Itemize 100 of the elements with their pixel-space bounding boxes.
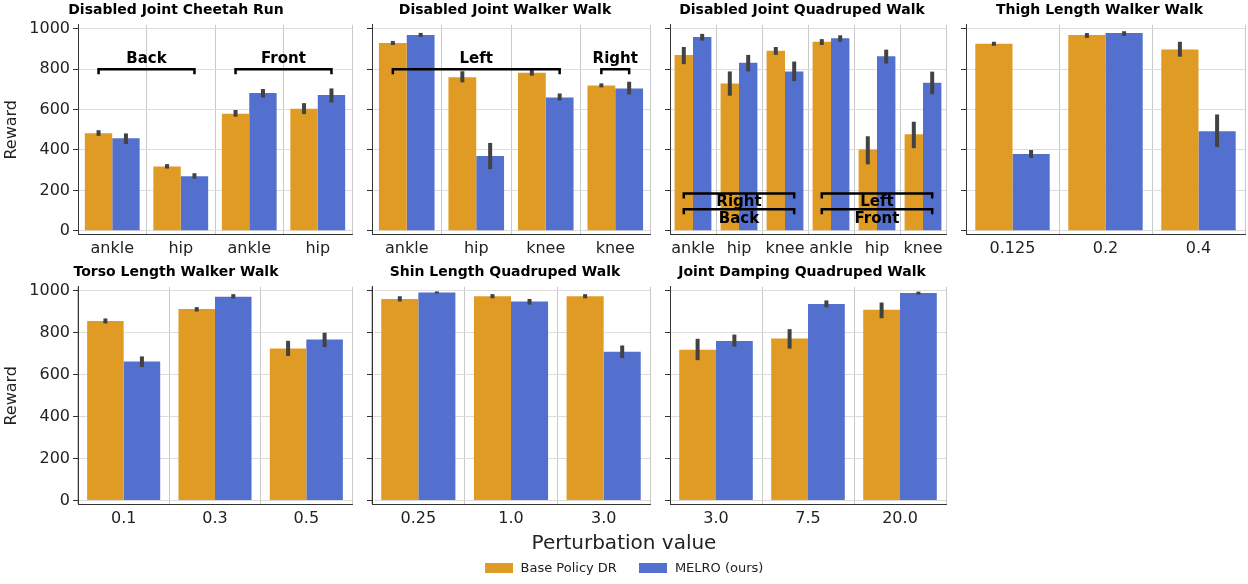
annotation: Right <box>592 49 638 68</box>
chart-title: Disabled Joint Cheetah Run <box>68 1 284 18</box>
y-tick-label: 1000 <box>29 280 70 300</box>
x-tick-label: 3.0 <box>703 507 729 527</box>
x-tick-label: 0.2 <box>1092 237 1119 257</box>
annotation: Right <box>716 192 762 211</box>
x-tick-label: knee <box>526 237 566 257</box>
bar <box>511 301 549 501</box>
bar <box>615 88 644 231</box>
bar <box>831 38 850 231</box>
x-tick-label: 0.5 <box>293 507 320 527</box>
bar <box>406 34 435 231</box>
chart-title: Shin Length Quadruped Walk <box>389 263 622 280</box>
bar <box>771 338 808 501</box>
x-tick-label: 7.5 <box>795 507 821 527</box>
x-axis-title: Perturbation value <box>530 530 718 554</box>
bar <box>87 320 124 501</box>
bar <box>1161 49 1199 231</box>
y-tick-label: 200 <box>39 179 70 199</box>
bar <box>473 296 511 501</box>
bar <box>517 72 546 231</box>
chart-title: Disabled Joint Walker Walk <box>398 1 612 18</box>
x-tick-label: ankle <box>227 237 271 257</box>
x-tick-label: 0.3 <box>202 507 228 527</box>
bar <box>545 97 574 231</box>
y-axis-title: Reward <box>0 100 20 160</box>
bar <box>923 82 942 231</box>
x-tick-label: knee <box>595 237 635 257</box>
chart-title: Joint Damping Quadruped Walk <box>677 263 927 280</box>
bar <box>679 349 716 501</box>
bar <box>290 108 318 231</box>
x-tick-label: hip <box>864 237 890 257</box>
y-axis-title: Reward <box>0 366 20 426</box>
bar <box>178 309 215 501</box>
bar <box>221 113 250 231</box>
annotation: Front <box>854 208 900 227</box>
bar <box>975 43 1013 231</box>
x-tick-label: 0.25 <box>400 507 437 527</box>
x-tick-label: hip <box>168 237 194 257</box>
legend-label: MELRO (ours) <box>674 560 764 575</box>
bar <box>904 134 923 231</box>
bar <box>587 85 616 231</box>
annotation: Back <box>718 208 761 227</box>
y-tick-label: 800 <box>39 322 70 342</box>
bar <box>812 41 831 231</box>
x-tick-label: hip <box>726 237 752 257</box>
bar <box>112 138 140 231</box>
bar <box>603 351 641 501</box>
bar <box>448 77 477 231</box>
x-tick-label: 1.0 <box>498 507 524 527</box>
bar <box>900 293 937 501</box>
bar <box>1068 35 1106 231</box>
annotation: Back <box>126 49 168 68</box>
x-tick-label: knee <box>765 237 805 257</box>
y-tick-label: 400 <box>39 139 70 159</box>
x-tick-label: ankle <box>385 237 429 257</box>
bar <box>674 54 693 231</box>
annotation: Left <box>459 49 493 68</box>
bar <box>215 296 252 501</box>
bar <box>566 296 604 501</box>
annotation: Front <box>261 49 306 68</box>
y-tick-label: 600 <box>39 98 70 118</box>
bar <box>180 176 209 231</box>
bar <box>153 166 181 231</box>
bar <box>693 37 712 231</box>
y-tick-label: 0 <box>59 489 70 509</box>
bar <box>476 156 505 231</box>
x-tick-label: hip <box>463 237 489 257</box>
x-tick-label: ankle <box>90 237 134 257</box>
x-tick-label: hip <box>305 237 331 257</box>
legend-label: Base Policy DR <box>520 560 617 575</box>
bar <box>123 361 161 501</box>
bar <box>306 339 343 501</box>
bar <box>1012 154 1050 231</box>
y-tick-label: 800 <box>39 58 70 78</box>
x-tick-label: knee <box>903 237 943 257</box>
x-tick-label: 0.4 <box>1185 237 1212 257</box>
y-tick-label: 1000 <box>29 17 70 37</box>
x-tick-label: 0.125 <box>989 237 1036 257</box>
y-tick-label: 400 <box>39 405 70 425</box>
y-tick-label: 600 <box>39 363 70 383</box>
x-tick-label: ankle <box>671 237 715 257</box>
bar <box>378 42 407 231</box>
chart-title: Torso Length Walker Walk <box>73 263 280 280</box>
y-tick-label: 200 <box>39 447 70 467</box>
bar <box>418 292 456 501</box>
bar <box>269 348 307 501</box>
bar <box>249 93 277 231</box>
y-tick-label: 0 <box>59 219 70 239</box>
x-tick-label: 20.0 <box>882 507 918 527</box>
chart-title: Thigh Length Walker Walk <box>995 1 1204 18</box>
x-tick-label: 0.1 <box>110 507 137 527</box>
bar <box>317 95 346 231</box>
chart-title: Disabled Joint Quadruped Walk <box>679 1 926 18</box>
bar <box>863 309 900 501</box>
bar <box>785 71 804 231</box>
x-tick-label: ankle <box>809 237 853 257</box>
bar <box>1105 33 1143 231</box>
bar <box>1198 131 1236 231</box>
bar <box>84 133 113 231</box>
